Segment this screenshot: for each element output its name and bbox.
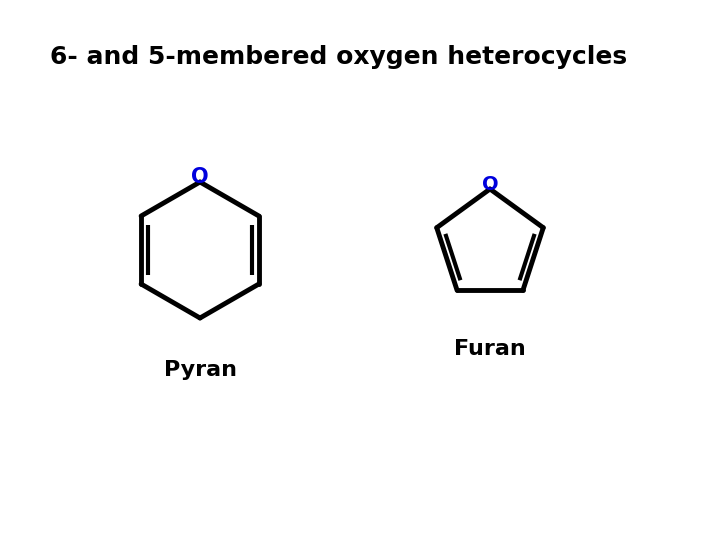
Text: O: O [482, 174, 498, 193]
Text: Furan: Furan [454, 339, 526, 359]
Text: O: O [192, 167, 209, 187]
Text: Pyran: Pyran [163, 360, 236, 380]
Text: 6- and 5-membered oxygen heterocycles: 6- and 5-membered oxygen heterocycles [50, 45, 627, 69]
